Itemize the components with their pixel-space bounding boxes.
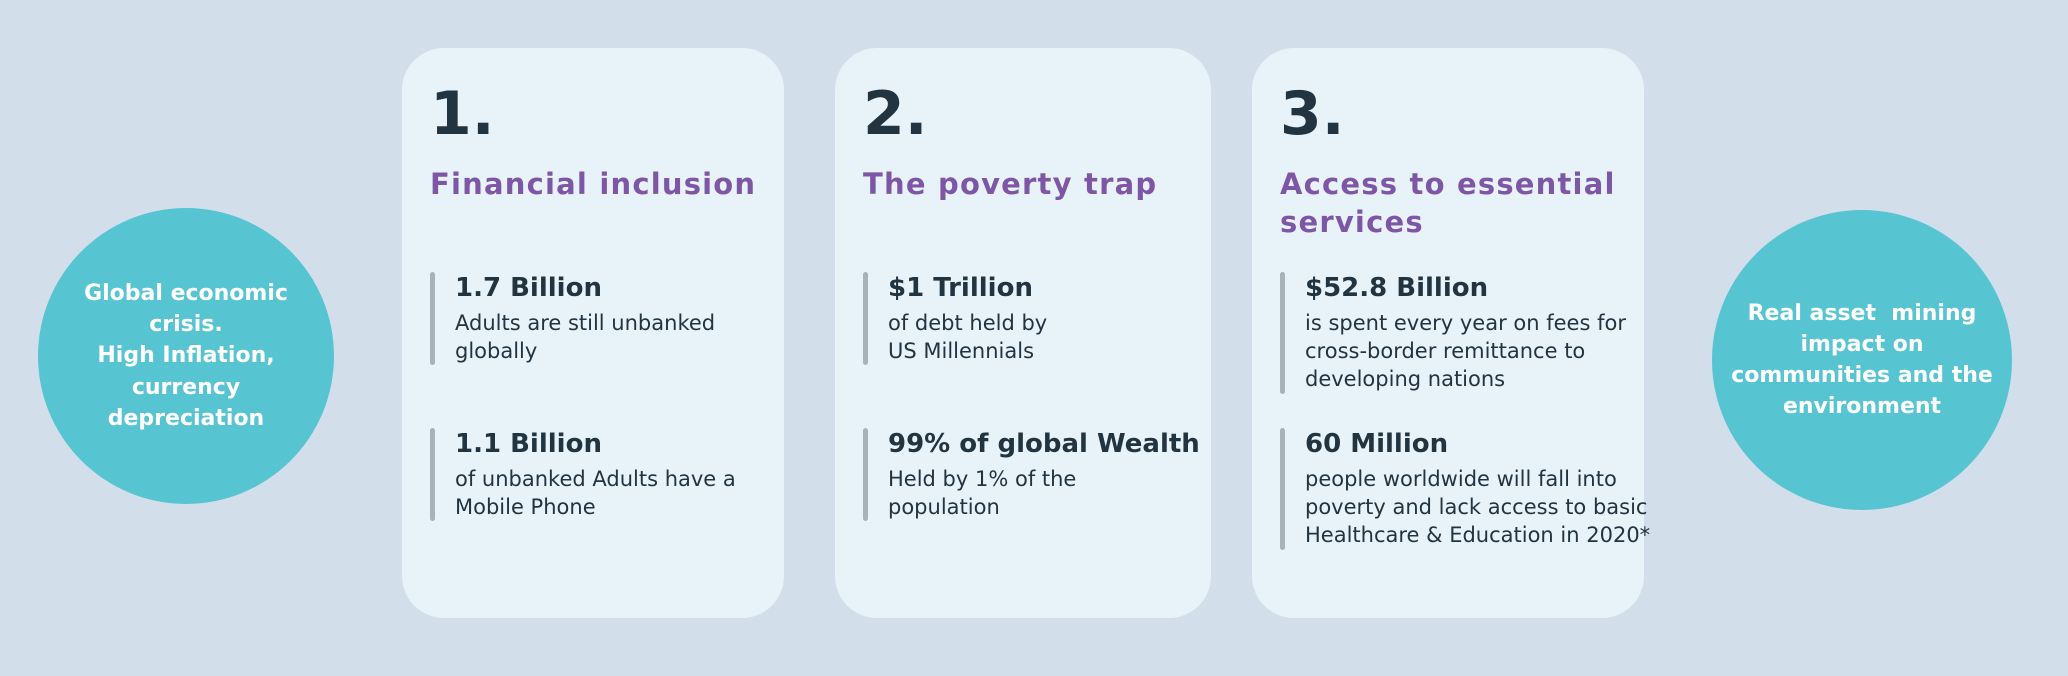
stat-description: people worldwide will fall into poverty …: [1305, 466, 1651, 548]
left-circle: Global economic crisis. High Inflation, …: [38, 208, 334, 504]
card-access-essential-services: 3. Access to essential services $52.8 Bi…: [1252, 48, 1650, 618]
stat-text: 1.1 Billion of unbanked Adults have a Mo…: [455, 428, 736, 521]
stat-block: 1.1 Billion of unbanked Adults have a Mo…: [430, 428, 736, 522]
stat-block: 1.7 Billion Adults are still unbanked gl…: [430, 272, 715, 366]
left-circle-text: Global economic crisis. High Inflation, …: [84, 280, 288, 431]
stat-text: 99% of global Wealth Held by 1% of the p…: [888, 428, 1200, 521]
stat-bar-line: [1280, 272, 1285, 394]
right-circle: Real asset mining impact on communities …: [1712, 210, 2012, 510]
stat-text: 1.7 Billion Adults are still unbanked gl…: [455, 272, 715, 365]
card-poverty-trap: 2. The poverty trap $1 Trillion of debt …: [835, 48, 1211, 618]
stat-bar-line: [430, 428, 435, 522]
stat-value: 1.1 Billion: [455, 429, 602, 459]
stat-value: 99% of global Wealth: [888, 429, 1200, 459]
card-number: 3.: [1280, 79, 1345, 149]
stat-description: Adults are still unbanked globally: [455, 310, 716, 364]
card-number: 1.: [430, 79, 495, 149]
stat-bar-line: [863, 272, 868, 366]
stat-value: 1.7 Billion: [455, 273, 602, 303]
stat-block: 99% of global Wealth Held by 1% of the p…: [863, 428, 1200, 522]
stat-block: $52.8 Billion is spent every year on fee…: [1280, 272, 1626, 394]
stat-text: 60 Million people worldwide will fall in…: [1305, 428, 1650, 550]
card-financial-inclusion: 1. Financial inclusion 1.7 Billion Adult…: [402, 48, 784, 618]
card-title: Financial inclusion: [430, 167, 757, 201]
right-circle-text: Real asset mining impact on communities …: [1731, 300, 1993, 420]
card-number: 2.: [863, 79, 928, 149]
stat-value: 60 Million: [1305, 429, 1449, 459]
stat-description: of debt held by US Millennials: [888, 310, 1048, 364]
stat-bar-line: [1280, 428, 1285, 550]
card-title: Access to essential services: [1280, 167, 1616, 239]
stat-value: $1 Trillion: [888, 273, 1033, 303]
stat-text: $52.8 Billion is spent every year on fee…: [1305, 272, 1626, 394]
stat-description: is spent every year on fees for cross-bo…: [1305, 310, 1626, 392]
stat-block: $1 Trillion of debt held by US Millennia…: [863, 272, 1047, 366]
stat-block: 60 Million people worldwide will fall in…: [1280, 428, 1650, 550]
card-title: The poverty trap: [863, 167, 1158, 201]
stat-value: $52.8 Billion: [1305, 273, 1489, 303]
stat-text: $1 Trillion of debt held by US Millennia…: [888, 272, 1047, 365]
stat-description: of unbanked Adults have a Mobile Phone: [455, 466, 736, 520]
stat-description: Held by 1% of the population: [888, 466, 1077, 520]
stat-bar-line: [430, 272, 435, 366]
stat-bar-line: [863, 428, 868, 522]
